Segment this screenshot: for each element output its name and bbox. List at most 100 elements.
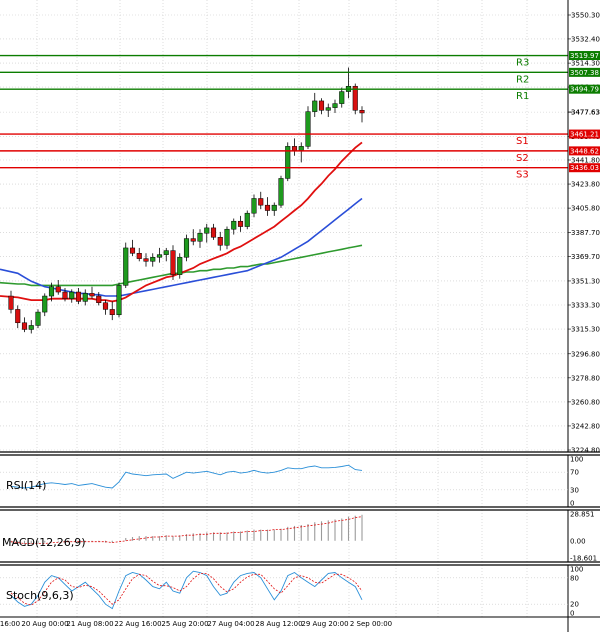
panel-tick-label: 20: [570, 601, 579, 609]
level-label-s3: S3: [516, 170, 529, 181]
candles: [8, 67, 365, 334]
candle-down: [102, 302, 109, 310]
candle-up: [48, 286, 55, 297]
candle-down: [258, 198, 264, 206]
level-label-r3: R3: [516, 58, 529, 69]
candle-down: [359, 110, 365, 114]
level-tag-box: [569, 84, 600, 94]
rsi-line: [10, 464, 363, 489]
candle-down: [264, 204, 271, 211]
price-tick-label: 3242.80: [571, 422, 600, 430]
panel-tick-label: 0.00: [570, 537, 586, 545]
stoch-k-line: [10, 570, 363, 610]
ma-red-line: [0, 141, 363, 303]
moving-averages: [0, 141, 363, 303]
time-tick-label: 16:00: [0, 620, 20, 628]
time-tick-label: 29 Aug 20:00: [301, 620, 348, 628]
candle-up: [183, 238, 190, 258]
price-tick-label: 3224.80: [571, 447, 600, 455]
price-tick-label: 3441.80: [571, 157, 600, 165]
candle-down: [8, 295, 14, 310]
panel-tick-label: 30: [570, 486, 579, 494]
panel-frames: [0, 451, 600, 632]
time-tick-label: 22 Aug 16:00: [114, 620, 161, 628]
candle-down: [109, 309, 115, 316]
level-tag-box: [569, 67, 600, 77]
level-tag-text: 3507.38: [570, 69, 599, 77]
price-tick-label: 3477.63: [571, 109, 600, 117]
level-label-s1: S1: [516, 136, 529, 147]
panel-tick-label: 28.851: [570, 511, 595, 519]
ma-blue-line: [0, 197, 363, 297]
panel-tick-label: 0: [570, 500, 574, 508]
ma-green-line: [0, 244, 363, 287]
price-tick-label: 3387.70: [571, 229, 600, 237]
level-tag-box: [569, 129, 600, 139]
panel-tick-label: 100: [570, 456, 583, 464]
candle-down: [143, 258, 149, 262]
candle-up: [204, 227, 210, 234]
time-tick-label: 28 Aug 12:00: [255, 620, 302, 628]
candle-up: [150, 257, 156, 262]
candle-up: [339, 91, 345, 104]
price-tick-label: 3369.70: [571, 253, 600, 261]
candle-down: [210, 227, 217, 238]
candle-up: [156, 254, 163, 258]
candle-up: [312, 100, 318, 112]
candle-down: [217, 236, 223, 246]
price-tick-label: 3514.30: [571, 60, 600, 68]
pivot-levels: R3 R2 R1 S1 S2 S3: [0, 54, 568, 181]
candle-up: [42, 295, 48, 313]
level-tag-text: 3494.79: [570, 86, 599, 94]
level-tag-box: [569, 51, 600, 61]
price-tick-label: 3550.30: [571, 12, 600, 20]
candle-up: [305, 111, 311, 147]
price-axis: 3550.303532.403514.303496.403477.633459.…: [567, 0, 600, 455]
candle-up: [231, 220, 237, 230]
candle-up: [123, 247, 129, 286]
rsi-panel: 100 70 30 0 RSI(14): [0, 455, 583, 508]
level-tag-box: [569, 163, 600, 173]
price-tick-label: 3260.80: [571, 398, 600, 406]
panel-tick-label: -18.601: [570, 555, 597, 563]
panel-tick-label: 100: [570, 566, 583, 574]
level-tag-box: [569, 146, 600, 156]
candle-down: [21, 322, 28, 330]
candle-up: [82, 293, 88, 302]
candle-up: [278, 178, 284, 206]
price-tick-label: 3296.80: [571, 350, 600, 358]
rsi-label: RSI(14): [6, 479, 46, 492]
time-tick-label: 20 Aug 00:00: [21, 620, 68, 628]
stoch-label: Stoch(9,6,3): [6, 589, 74, 602]
candle-down: [96, 295, 102, 303]
panel-tick-label: 70: [570, 469, 579, 477]
candle-down: [318, 100, 325, 111]
price-tick-label: 3351.30: [571, 277, 600, 285]
level-label-r2: R2: [516, 74, 529, 85]
level-label-s2: S2: [516, 153, 529, 164]
time-tick-label: 2 Sep 00:00: [350, 620, 392, 628]
grid: [0, 0, 568, 617]
level-tag-text: 3436.03: [570, 164, 599, 172]
candle-down: [237, 220, 244, 227]
price-tick-label: 3423.80: [571, 181, 600, 189]
macd-panel: 28.851 0.00 -18.601 MACD(12,26,9): [2, 510, 597, 563]
candle-up: [116, 285, 122, 316]
macd-signal-line: [10, 516, 363, 544]
candle-down: [89, 293, 95, 297]
level-tag-text: 3461.21: [570, 131, 599, 139]
stoch-d-line: [10, 573, 363, 606]
candle-down: [170, 250, 176, 275]
candle-down: [55, 286, 61, 293]
candle-up: [271, 204, 277, 211]
price-tick-label: 3532.40: [571, 35, 600, 43]
price-tick-label: 3405.80: [571, 205, 600, 213]
level-label-r1: R1: [516, 91, 529, 102]
candle-up: [285, 146, 291, 179]
level-tag-text: 3448.62: [570, 147, 599, 155]
candle-down: [75, 291, 82, 302]
candle-up: [177, 257, 183, 275]
candle-up: [224, 228, 230, 246]
